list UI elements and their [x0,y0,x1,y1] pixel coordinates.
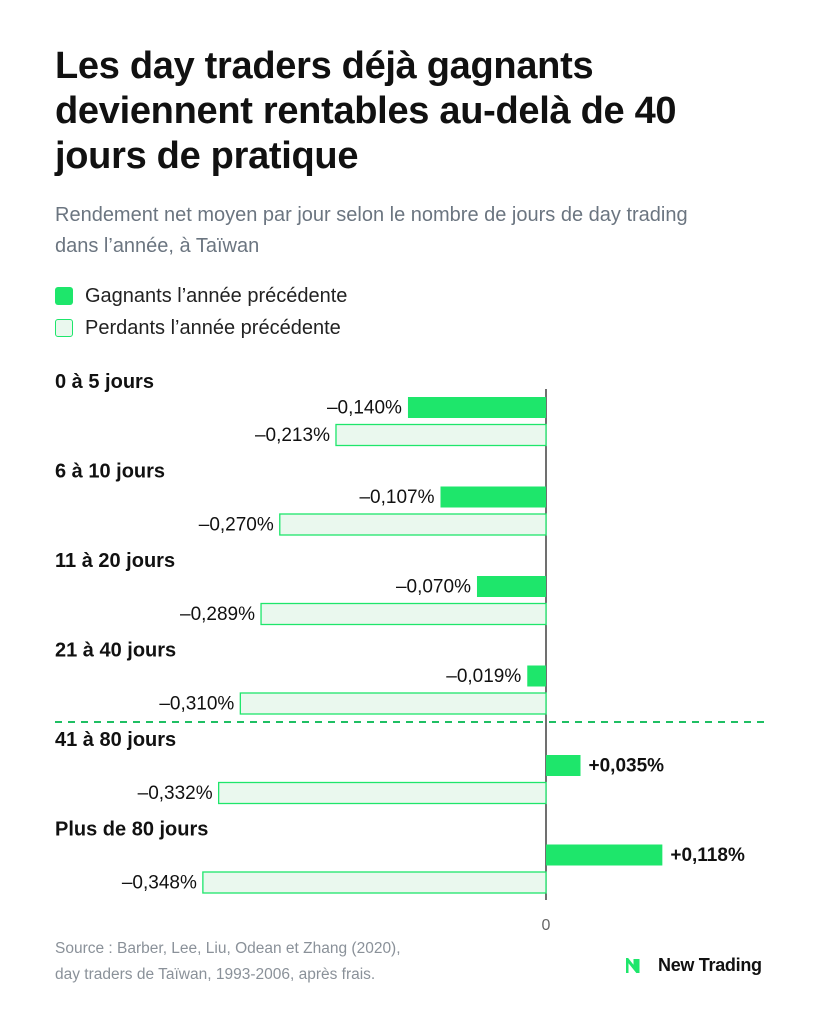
category-label: 41 à 80 jours [55,729,176,751]
zero-tick-label: 0 [542,917,551,934]
legend-swatch-winners [55,287,73,305]
brand: New Trading [626,955,762,976]
data-label: +0,118% [670,845,745,866]
legend-label-winners: Gagnants l’année précédente [85,284,348,307]
source-line-2: day traders de Taïwan, 1993-2006, après … [55,966,376,983]
data-label: –0,310% [159,694,234,715]
bar-losers [217,781,547,805]
category-label: 0 à 5 jours [55,371,154,393]
data-label: –0,289% [180,604,255,625]
legend-item-losers: Perdants l’année précédente [55,312,347,344]
category-label: Plus de 80 jours [55,819,208,841]
legend-label-losers: Perdants l’année précédente [85,316,341,339]
data-label: –0,332% [138,783,213,804]
category-label: 21 à 40 jours [55,640,176,662]
data-label: –0,270% [199,515,274,536]
data-label: +0,035% [589,756,665,777]
category-label: 6 à 10 jours [55,461,165,483]
bar-losers [335,423,547,447]
data-label: –0,019% [446,666,521,687]
legend-swatch-losers [55,319,73,337]
bar-losers [202,871,547,894]
data-label: –0,140% [327,398,402,419]
legend: Gagnants l’année précédente Perdants l’a… [55,280,347,344]
new-trading-logo-icon [626,957,640,973]
bar-winners [476,576,546,597]
bar-winners [546,844,663,866]
bar-chart: 0 0 à 5 jours –0,140% –0,213% 6 à 10 jours –0… [55,371,765,934]
bar-losers [239,692,547,715]
data-label: –0,070% [396,577,471,598]
source-line-1: Source : Barber, Lee, Liu, Odean et Zhan… [55,940,401,957]
chart-subtitle: Rendement net moyen par jour selon le no… [55,204,688,257]
bar-losers [279,513,547,536]
source-note: Source : Barber, Lee, Liu, Odean et Zhan… [55,936,401,988]
data-label: –0,107% [359,487,434,508]
bar-losers [260,602,547,626]
category-label: 11 à 20 jours [55,550,175,572]
data-label: –0,213% [255,425,330,446]
legend-item-winners: Gagnants l’année précédente [55,280,347,312]
bar-winners [407,397,546,418]
chart-title: Les day traders déjà gagnants deviennent… [55,45,677,177]
bar-winners [440,486,546,508]
brand-name: New Trading [658,955,762,975]
bar-winners [527,665,546,687]
bar-winners [546,755,581,776]
data-label: –0,348% [122,873,197,894]
